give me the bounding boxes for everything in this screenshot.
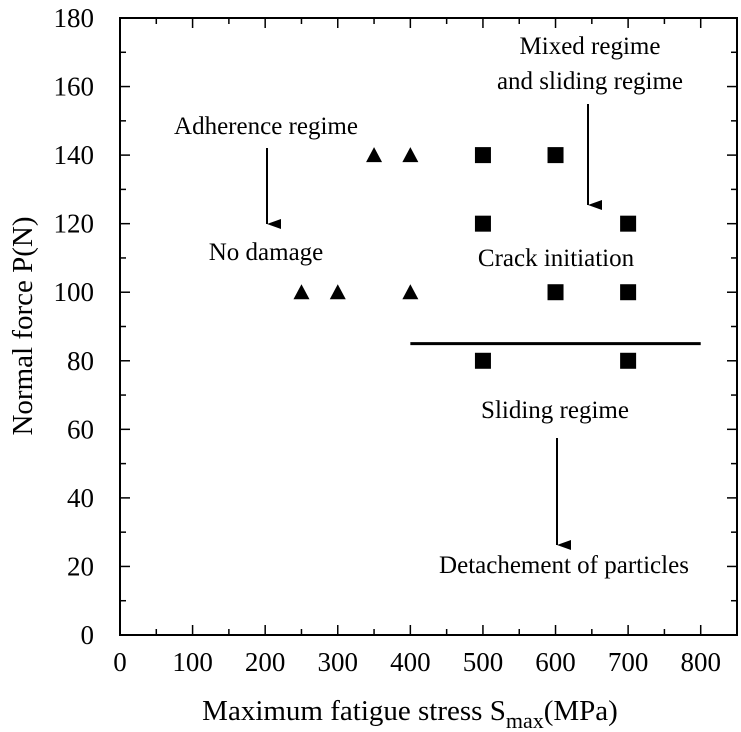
square-point xyxy=(620,284,637,301)
square-point xyxy=(474,352,491,369)
annotation-no-damage: No damage xyxy=(209,239,324,266)
x-axis-title-subscript: max xyxy=(506,708,544,732)
square-point xyxy=(474,147,491,164)
y-axis-ticks: 0 20 40 60 80 100 120 140 160 180 xyxy=(54,3,737,650)
annotation-crack-initiation: Crack initiation xyxy=(478,245,635,272)
square-point xyxy=(547,284,564,301)
y-tick-label: 120 xyxy=(54,209,95,239)
x-tick-label: 700 xyxy=(608,647,649,677)
x-axis-ticks: 0 100 200 300 400 500 600 700 800 xyxy=(113,18,721,677)
x-tick-label: 500 xyxy=(463,647,504,677)
x-tick-label: 200 xyxy=(245,647,286,677)
triangle-point xyxy=(293,284,310,300)
y-tick-label: 20 xyxy=(67,551,94,581)
x-axis-title-unit: (MPa) xyxy=(544,695,618,727)
y-tick-label: 0 xyxy=(81,620,95,650)
square-point xyxy=(474,215,491,232)
square-point xyxy=(547,147,564,164)
x-axis-title-main: Maximum fatigue stress S xyxy=(202,695,506,727)
annotation-sliding-regime: Sliding regime xyxy=(481,397,629,424)
annotation-mixed-regime: Mixed regime xyxy=(520,33,661,60)
x-axis-title: Maximum fatigue stress Smax(MPa) xyxy=(202,695,618,732)
square-point xyxy=(620,215,637,232)
plot-frame xyxy=(119,17,738,636)
triangle-point xyxy=(329,284,346,300)
y-tick-label: 160 xyxy=(54,72,95,102)
x-tick-label: 300 xyxy=(318,647,359,677)
data-points xyxy=(293,147,637,369)
y-tick-label: 40 xyxy=(67,483,94,513)
x-tick-label: 100 xyxy=(172,647,213,677)
y-tick-label: 140 xyxy=(54,140,95,170)
y-tick-label: 60 xyxy=(67,414,94,444)
annotation-and-sliding-regime: and sliding regime xyxy=(497,68,683,95)
y-axis-title: Normal force P(N) xyxy=(7,216,39,435)
triangle-point xyxy=(402,147,419,163)
triangle-point xyxy=(402,284,419,300)
square-point xyxy=(620,352,637,369)
x-tick-label: 400 xyxy=(390,647,431,677)
x-tick-label: 800 xyxy=(680,647,721,677)
y-tick-label: 100 xyxy=(54,277,95,307)
x-tick-label: 0 xyxy=(113,647,127,677)
annotation-detachment-of-particles: Detachement of particles xyxy=(439,552,689,579)
y-tick-label: 180 xyxy=(54,3,95,33)
annotation-adherence-regime: Adherence regime xyxy=(174,113,358,140)
x-tick-label: 600 xyxy=(535,647,576,677)
y-tick-label: 80 xyxy=(67,346,94,376)
triangle-point xyxy=(366,147,383,163)
